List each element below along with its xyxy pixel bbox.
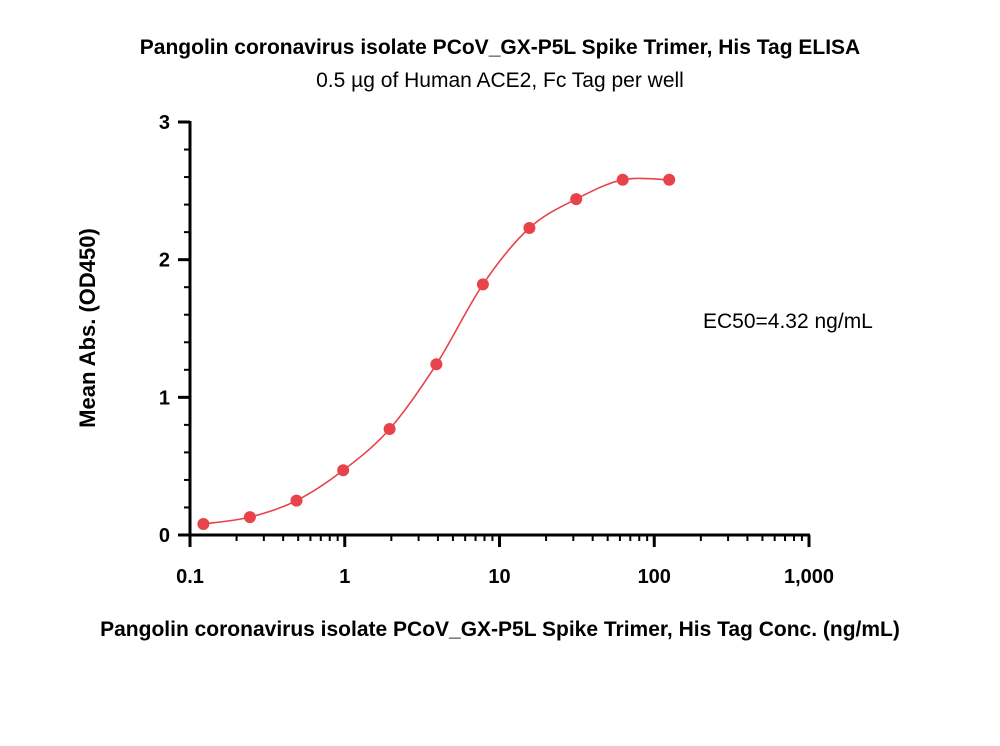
data-point <box>243 511 256 524</box>
y-tick-label: 2 <box>159 250 170 272</box>
data-point <box>290 494 303 507</box>
x-tick-label: 10 <box>488 566 510 588</box>
data-point <box>430 358 443 371</box>
x-tick-label: 1,000 <box>784 566 834 588</box>
axes: 0 1 2 3 0.1 1 10 100 1,000 <box>159 112 834 588</box>
chart-subtitle: 0.5 µg of Human ACE2, Fc Tag per well <box>316 69 684 92</box>
ec50-annotation: EC50=4.32 ng/mL <box>703 310 873 333</box>
x-tick-label: 1 <box>339 566 350 588</box>
fit-curve <box>203 177 670 525</box>
y-axis-title: Mean Abs. (OD450) <box>75 228 100 428</box>
chart-title: Pangolin coronavirus isolate PCoV_GX-P5L… <box>139 36 861 59</box>
data-point <box>663 173 676 186</box>
y-tick-label: 1 <box>159 387 170 409</box>
data-point <box>197 518 210 530</box>
x-axis-title: Pangolin coronavirus isolate PCoV_GX-P5L… <box>100 618 900 641</box>
data-points <box>197 173 676 530</box>
x-tick-label: 100 <box>638 566 671 588</box>
x-tick-label: 0.1 <box>176 566 204 588</box>
data-point <box>616 173 629 186</box>
data-point <box>570 193 583 206</box>
data-point <box>337 464 350 477</box>
data-point <box>523 222 536 234</box>
data-point <box>383 423 396 435</box>
y-tick-label: 0 <box>159 525 170 547</box>
y-tick-label: 3 <box>159 112 170 134</box>
data-point <box>476 278 489 291</box>
